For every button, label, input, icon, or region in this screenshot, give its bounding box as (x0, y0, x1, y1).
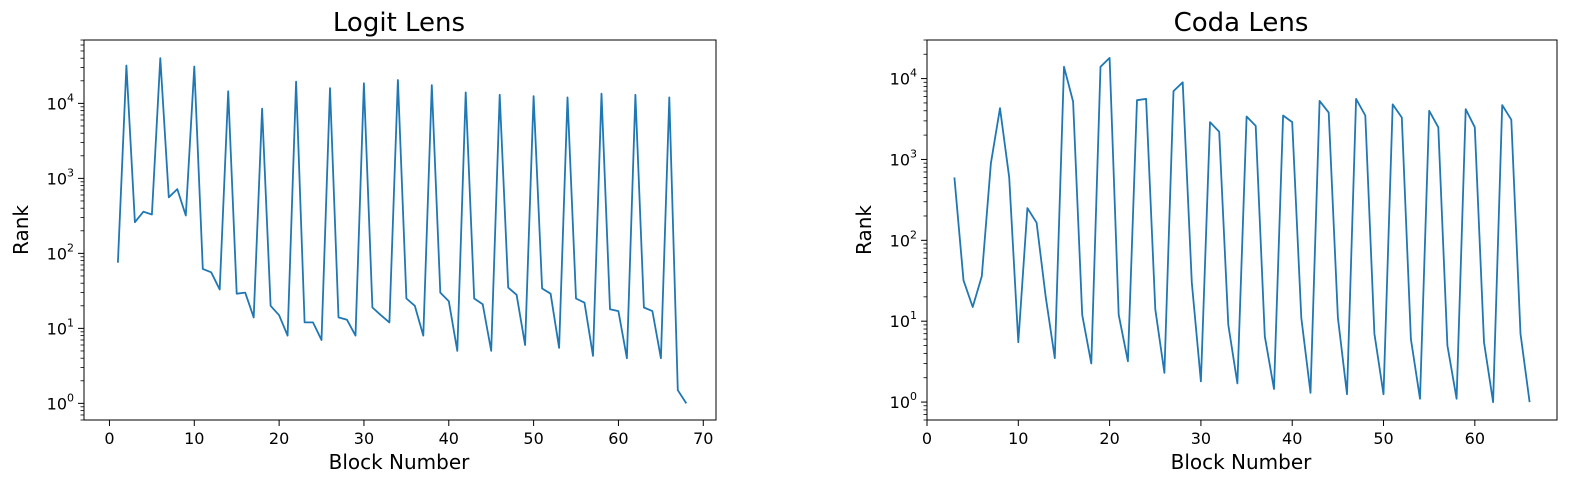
y-tick-exponent: 0 (67, 391, 74, 404)
y-tick-exponent: 3 (910, 147, 917, 160)
chart-title: Logit Lens (333, 8, 465, 38)
x-tick-label: 30 (354, 429, 374, 448)
y-tick-base: 10 (890, 312, 910, 331)
y-tick-base: 10 (890, 231, 910, 250)
y-tick-exponent: 2 (910, 228, 917, 241)
x-tick-label: 40 (1282, 429, 1302, 448)
y-tick-label: 102 (47, 241, 74, 263)
y-tick-label: 101 (890, 309, 917, 331)
rank-line (117, 57, 688, 404)
x-tick-label: 60 (1465, 429, 1485, 448)
x-tick-label: 10 (184, 429, 204, 448)
rank-line (953, 57, 1531, 404)
y-tick-label: 100 (890, 390, 917, 412)
y-axis-label: Rank (9, 205, 33, 255)
x-tick-label: 20 (269, 429, 289, 448)
y-tick-label: 103 (890, 147, 917, 169)
y-tick-base: 10 (47, 244, 67, 263)
y-tick-label: 104 (47, 91, 74, 113)
y-tick-label: 104 (890, 67, 917, 89)
y-tick-label: 100 (47, 391, 74, 413)
y-tick-exponent: 1 (67, 316, 74, 329)
x-tick-label: 0 (104, 429, 114, 448)
x-tick-label: 70 (693, 429, 713, 448)
y-tick-exponent: 3 (67, 166, 74, 179)
chart-logit-lens: Logit Lens Block Number Rank 0 10 20 30 40 50… (9, 8, 717, 474)
y-tick-base: 10 (890, 393, 910, 412)
chart-coda-lens: Coda Lens Block Number Rank 0 10 20 30 40 50 6… (852, 8, 1558, 474)
x-axis-label: Block Number (329, 450, 471, 474)
x-tick-label: 0 (922, 429, 932, 448)
series-line (953, 57, 1531, 404)
x-ticks: 0 10 20 30 40 50 60 (922, 420, 1485, 448)
x-tick-label: 20 (1099, 429, 1119, 448)
x-axis-label: Block Number (1171, 450, 1313, 474)
y-tick-label: 103 (47, 166, 74, 188)
y-tick-exponent: 0 (910, 390, 917, 403)
x-tick-label: 30 (1191, 429, 1211, 448)
plot-frame (83, 39, 717, 421)
y-tick-exponent: 4 (910, 67, 917, 80)
x-tick-label: 50 (1373, 429, 1393, 448)
y-tick-base: 10 (47, 94, 67, 113)
y-tick-base: 10 (890, 70, 910, 89)
y-tick-base: 10 (47, 319, 67, 338)
y-tick-exponent: 2 (67, 241, 74, 254)
y-tick-exponent: 4 (67, 91, 74, 104)
chart-title: Coda Lens (1174, 8, 1309, 38)
plot-frame (926, 39, 1558, 421)
series-line (117, 57, 688, 404)
y-axis-label: Rank (852, 205, 876, 255)
y-tick-exponent: 1 (910, 309, 917, 322)
y-tick-base: 10 (890, 150, 910, 169)
x-tick-label: 50 (523, 429, 543, 448)
x-ticks: 0 10 20 30 40 50 60 70 (104, 420, 713, 448)
x-tick-label: 10 (1008, 429, 1028, 448)
x-tick-label: 40 (439, 429, 459, 448)
x-tick-label: 60 (608, 429, 628, 448)
y-tick-label: 102 (890, 228, 917, 250)
y-tick-label: 101 (47, 316, 74, 338)
y-tick-base: 10 (47, 394, 67, 413)
y-tick-base: 10 (47, 169, 67, 188)
